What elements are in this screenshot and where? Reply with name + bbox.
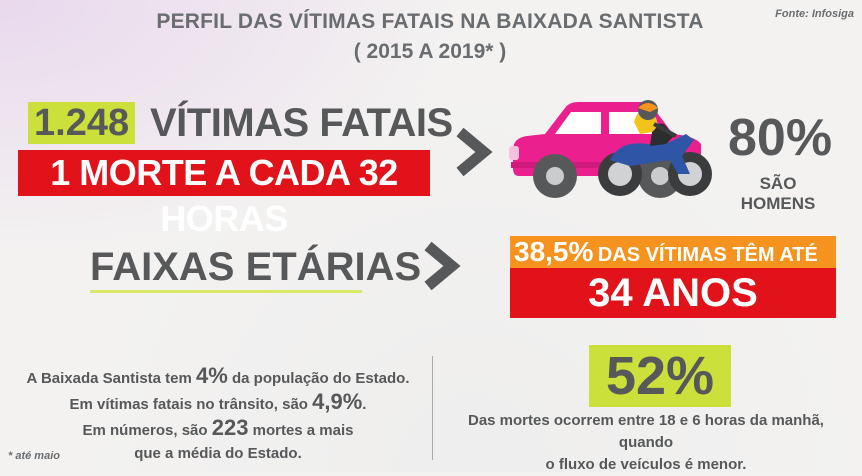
source-credit: Fonte: Infosiga [775,8,854,20]
extra-deaths: 223 [211,415,249,440]
population-share: 4% [196,363,228,388]
age-groups-title: FAIXAS ETÁRIAS [90,245,422,289]
night-line-1: Das mortes ocorrem entre 18 e 6 horas da… [468,412,824,451]
page-title: PERFIL DAS VÍTIMAS FATAIS NA BAIXADA SAN… [156,10,704,33]
night-line-2: o fluxo de veículos é menor. [545,456,747,473]
fatalities-share: 4,9% [312,389,363,414]
victims-label: VÍTIMAS FATAIS [150,101,453,145]
population-line-1: A Baixada Santista tem 4% da população d… [26,363,410,388]
men-percent: 80% [728,109,833,167]
section-divider [432,356,433,460]
death-rate-banner: 1 MORTE A CADA 32 HORAS [18,150,430,239]
footnote: * até maio [8,450,60,462]
page-subtitle: ( 2015 A 2019* ) [353,40,507,63]
chevron-right-icon [456,127,493,177]
age-title-underline [90,290,362,293]
victims-count: 1.248 [28,102,136,144]
age-percent-banner: 38,5% DAS VÍTIMAS TÊM ATÉ [510,236,836,268]
population-line-3: Em números, são 223 mortes a mais [82,415,354,440]
chevron-right-icon [424,241,461,291]
men-label: SÃO HOMENS [740,174,816,213]
motorcycle-icon [598,100,712,196]
population-line-2: Em vítimas fatais no trânsito, são 4,9%. [69,389,367,414]
age-limit-banner: 34 ANOS [510,268,836,318]
population-line-4: que a média do Estado. [134,445,302,462]
population-paragraph: A Baixada Santista tem 4% da população d… [18,364,418,465]
age-percent: 38,5% [514,236,594,267]
night-paragraph: Das mortes ocorrem entre 18 e 6 horas da… [440,410,852,476]
night-percent: 52% [589,345,731,407]
age-percent-text: DAS VÍTIMAS TÊM ATÉ [597,244,818,266]
